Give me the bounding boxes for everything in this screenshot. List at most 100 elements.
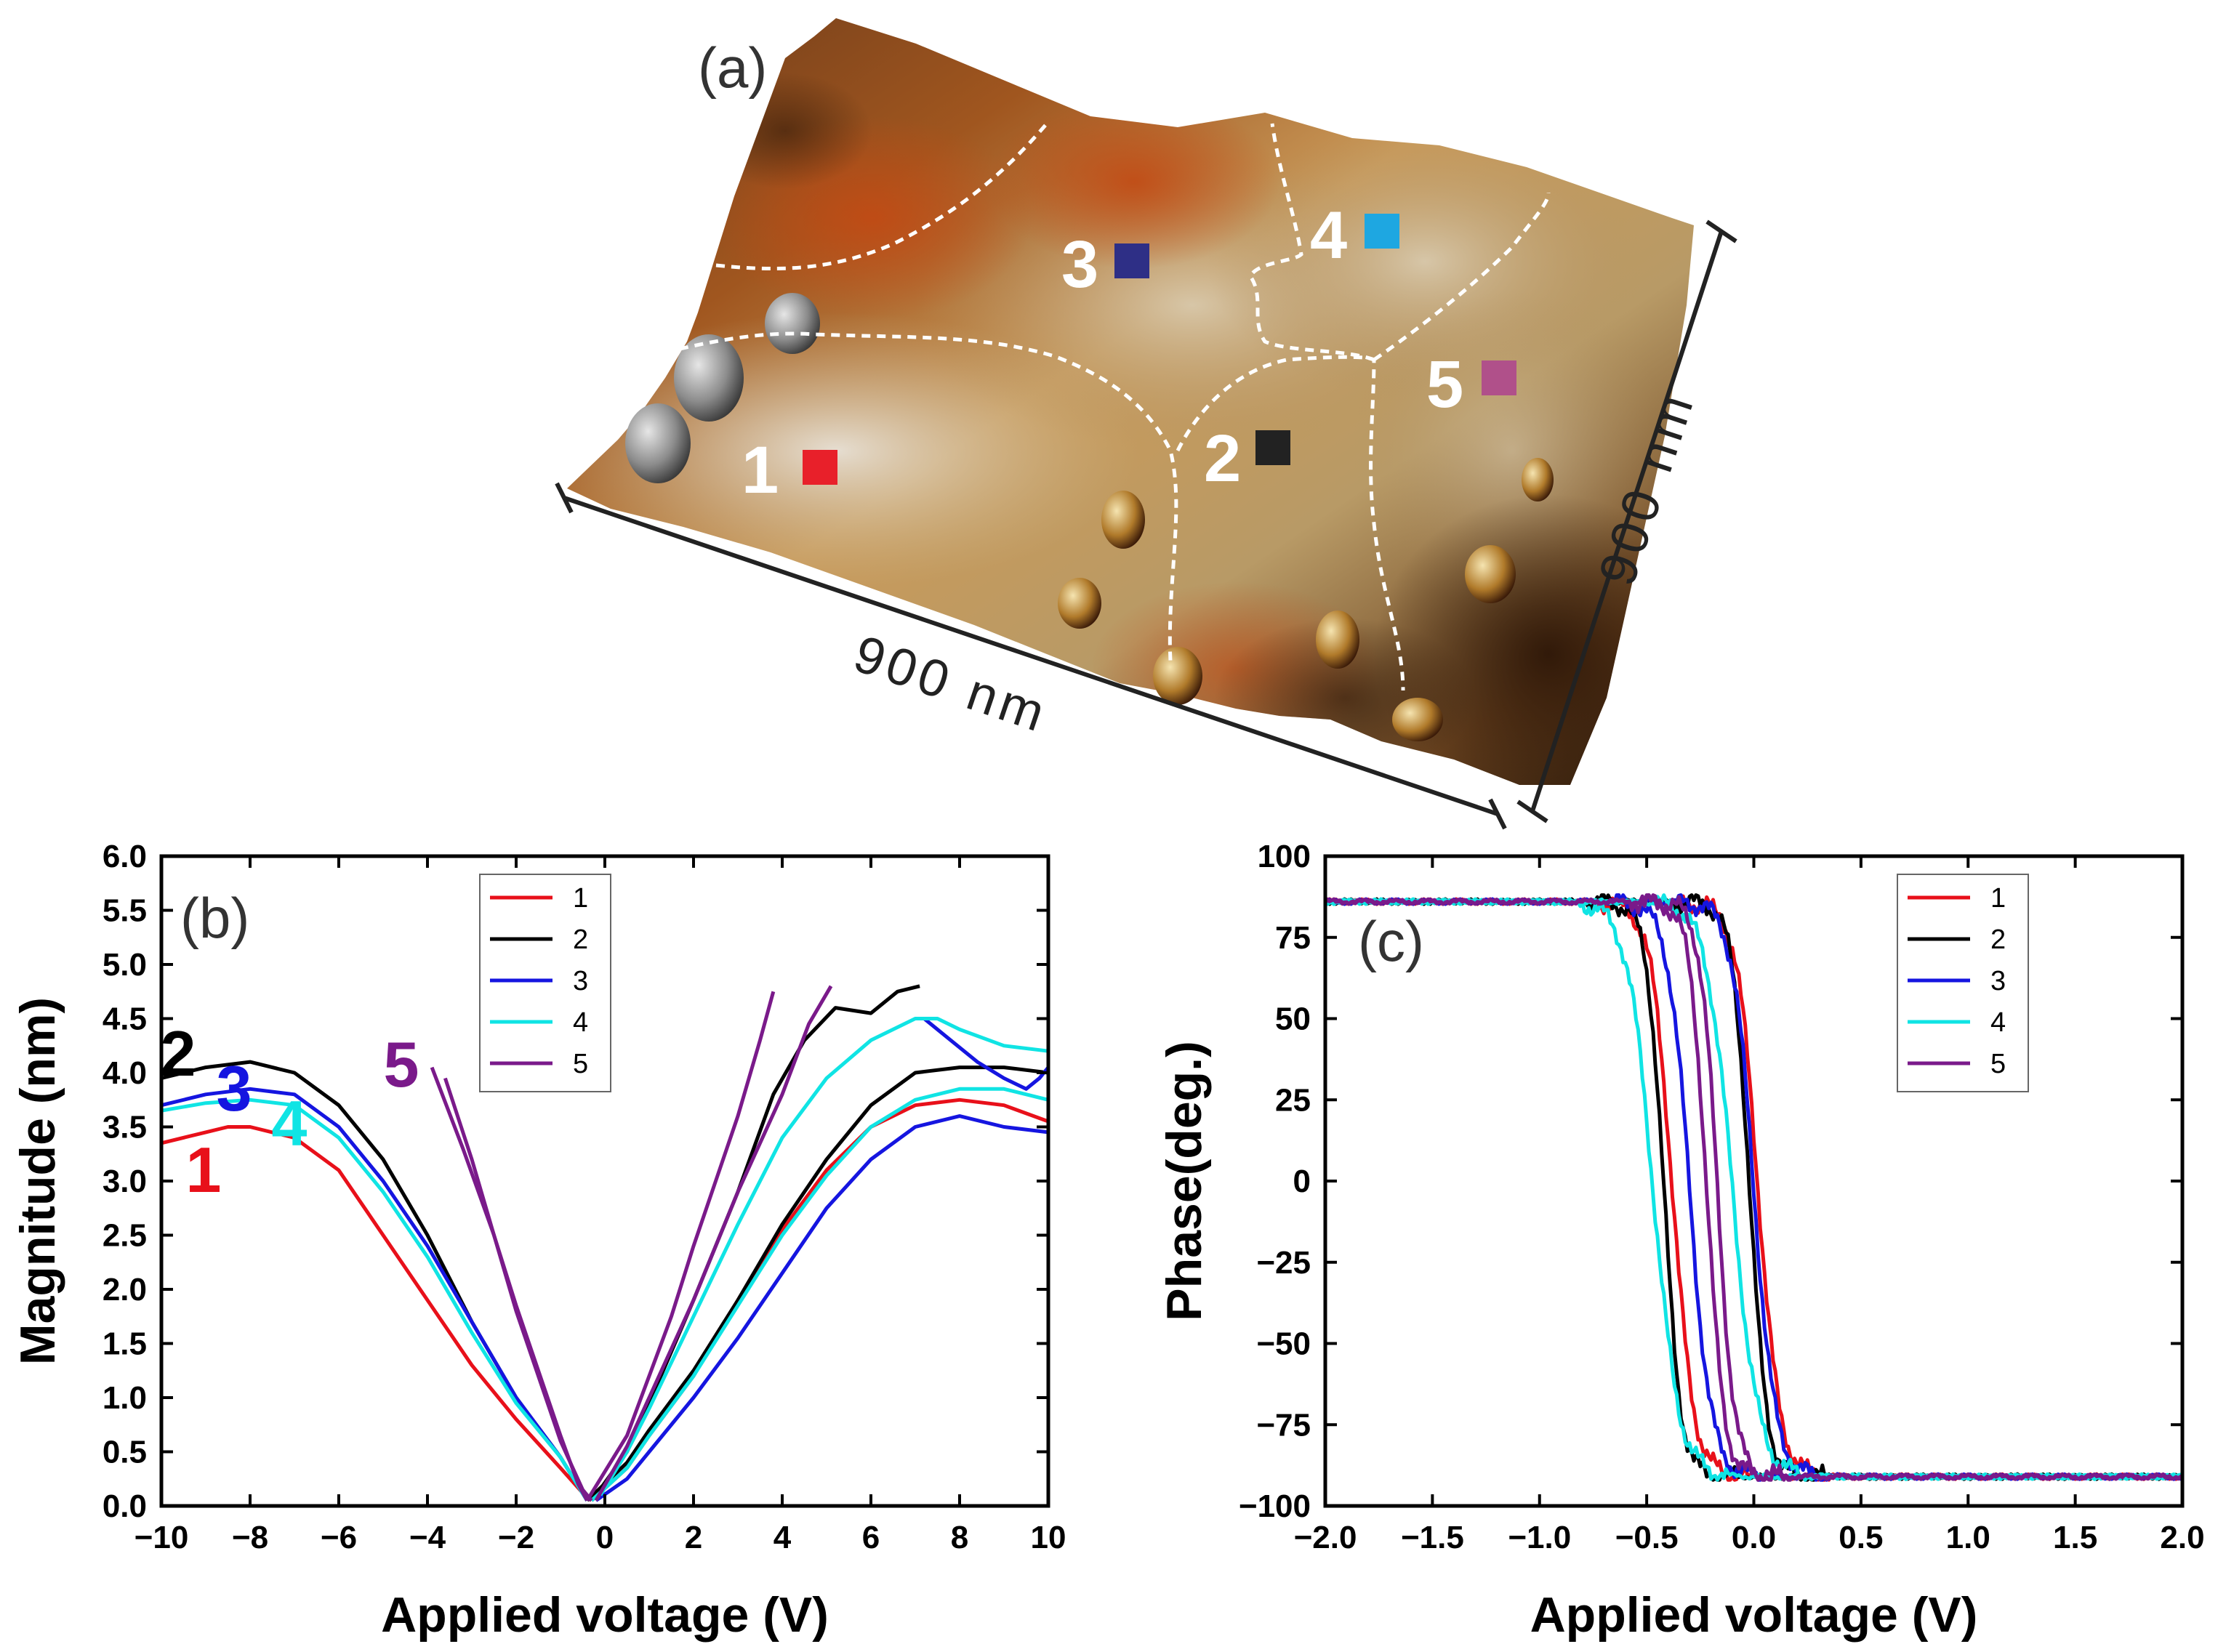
phase-axes: −2.0 −1.5 −1.0 −0.5 0.0 0.5 1.0 1.5 2.0100755025… bbox=[1239, 839, 2205, 1555]
region-square-3 bbox=[1114, 243, 1149, 278]
magnitude-curve-labels: 1 2 3 4 5 bbox=[161, 1018, 419, 1206]
region-label-4: 4 bbox=[1310, 198, 1347, 273]
phase-series-5-up bbox=[1324, 893, 2184, 1482]
y-tick-label: 6.0 bbox=[103, 839, 147, 874]
series-1-branch-0 bbox=[161, 1125, 593, 1502]
y-tick-label: 0.0 bbox=[103, 1488, 147, 1524]
afm-topography-panel: 1 2 3 4 5 900 nm 900 bbox=[555, 18, 1737, 830]
y-tick-label: 2.0 bbox=[103, 1272, 147, 1308]
y-tick-label: −100 bbox=[1239, 1488, 1311, 1524]
series-3-branch-1 bbox=[595, 1114, 1049, 1502]
x-tick-label: −4 bbox=[409, 1520, 446, 1555]
y-tick-label: 100 bbox=[1258, 839, 1311, 874]
region-label-1: 1 bbox=[742, 433, 779, 507]
series-5-branch-1 bbox=[430, 1066, 589, 1502]
y-tick-label: −25 bbox=[1256, 1245, 1311, 1281]
region-square-1 bbox=[803, 450, 837, 485]
x-tick-label: 0.5 bbox=[1839, 1520, 1883, 1555]
x-tick-label: 2.0 bbox=[2160, 1520, 2204, 1555]
x-tick-label: −2.0 bbox=[1294, 1520, 1357, 1555]
x-tick-label: 10 bbox=[1031, 1520, 1066, 1555]
series-4-branch-2 bbox=[598, 1017, 1049, 1496]
y-tick-label: 75 bbox=[1275, 920, 1311, 956]
magnitude-axes: −10 −8 −6 −4 −2 0 2 4 6 8 10 0.0 0.5 1.0 1.5 2.0 2.5 3.0 3… bbox=[103, 839, 1066, 1555]
surface-grains bbox=[625, 293, 1554, 741]
y-tick-label: 5.5 bbox=[103, 893, 147, 929]
x-tick-label: 2 bbox=[685, 1520, 702, 1555]
region-marker-5: 5 bbox=[1426, 347, 1516, 422]
y-tick-label: 2.5 bbox=[103, 1218, 147, 1254]
x-tick-label: 6 bbox=[862, 1520, 880, 1555]
y-tick-label: 5.0 bbox=[103, 947, 147, 983]
magnitude-curves bbox=[161, 984, 1050, 1502]
legend-entry-1: 1 bbox=[573, 883, 588, 914]
x-tick-label: −1.0 bbox=[1508, 1520, 1571, 1555]
series-3-branch-0 bbox=[161, 1087, 589, 1502]
region-label-5: 5 bbox=[1426, 347, 1463, 422]
x-tick-label: −2 bbox=[498, 1520, 534, 1555]
y-tick-label: 1.0 bbox=[103, 1380, 147, 1416]
panel-label-b: (b) bbox=[180, 886, 249, 950]
region-label-2: 2 bbox=[1204, 422, 1241, 496]
y-tick-label: 25 bbox=[1275, 1082, 1311, 1118]
panel-label-c: (c) bbox=[1358, 909, 1424, 973]
y-tick-label: 3.0 bbox=[103, 1164, 147, 1199]
x-tick-label: 0 bbox=[596, 1520, 614, 1555]
region-square-2 bbox=[1255, 430, 1290, 465]
curve-label-2: 2 bbox=[161, 1018, 196, 1089]
series-4-branch-1 bbox=[590, 1087, 1049, 1502]
magnitude-legend: 1 2 3 4 5 bbox=[479, 874, 611, 1092]
series-4-branch-0 bbox=[161, 1097, 589, 1502]
y-tick-label: −75 bbox=[1256, 1407, 1311, 1443]
region-marker-1: 1 bbox=[742, 433, 837, 507]
region-square-4 bbox=[1365, 214, 1399, 249]
y-tick-label: 0 bbox=[1293, 1164, 1311, 1199]
series-5-branch-3 bbox=[594, 985, 833, 1502]
region-marker-4: 4 bbox=[1310, 198, 1399, 273]
legend-entry-3: 3 bbox=[573, 966, 588, 996]
region-marker-3: 3 bbox=[1061, 227, 1149, 302]
x-tick-label: 8 bbox=[951, 1520, 968, 1555]
legend-box bbox=[479, 874, 611, 1092]
x-tick-label: −6 bbox=[321, 1520, 357, 1555]
region-label-3: 3 bbox=[1061, 227, 1098, 302]
scale-bar-x bbox=[555, 482, 1507, 830]
legend-entry-5: 5 bbox=[573, 1049, 588, 1079]
magnitude-y-axis-title: Magnitude (nm) bbox=[10, 997, 65, 1365]
legend-entry-4: 4 bbox=[573, 1007, 588, 1038]
legend-entry-2: 2 bbox=[573, 924, 588, 955]
phase-curves bbox=[1324, 893, 2184, 1482]
series-5-branch-2 bbox=[585, 991, 776, 1502]
legend-box bbox=[1897, 874, 2029, 1092]
region-square-5 bbox=[1482, 360, 1516, 395]
phase-y-axis-title: Phase(deg.) bbox=[1157, 1041, 1212, 1321]
legend-entry-2: 2 bbox=[1990, 924, 2006, 955]
y-tick-label: 50 bbox=[1275, 1002, 1311, 1037]
y-tick-label: 3.5 bbox=[103, 1110, 147, 1145]
scale-bar-y bbox=[1516, 219, 1737, 823]
legend-entry-3: 3 bbox=[1990, 966, 2006, 996]
grain-boundaries bbox=[679, 122, 1551, 691]
legend-entry-5: 5 bbox=[1990, 1049, 2006, 1079]
curve-label-4: 4 bbox=[272, 1087, 308, 1159]
x-tick-label: −1.5 bbox=[1401, 1520, 1464, 1555]
legend-entry-4: 4 bbox=[1990, 1007, 2006, 1038]
curve-label-3: 3 bbox=[217, 1052, 252, 1124]
y-tick-label: 4.5 bbox=[103, 1002, 147, 1037]
y-tick-label: 4.0 bbox=[103, 1055, 147, 1091]
y-tick-label: 0.5 bbox=[103, 1435, 147, 1470]
y-tick-label: 1.5 bbox=[103, 1326, 147, 1362]
magnitude-chart: −10 −8 −6 −4 −2 0 2 4 6 8 10 0.0 0.5 1.0 1.5 2.0 2.5 3.0 3… bbox=[10, 839, 1066, 1643]
x-tick-label: −0.5 bbox=[1615, 1520, 1679, 1555]
region-marker-2: 2 bbox=[1204, 422, 1290, 496]
series-5-branch-0 bbox=[443, 1077, 593, 1502]
x-tick-label: 1.0 bbox=[1946, 1520, 1990, 1555]
curve-label-5: 5 bbox=[384, 1028, 419, 1100]
x-tick-label: 4 bbox=[774, 1520, 792, 1555]
y-tick-label: −50 bbox=[1256, 1326, 1311, 1362]
phase-x-axis-title: Applied voltage (V) bbox=[1530, 1587, 1978, 1643]
legend-entry-1: 1 bbox=[1990, 883, 2006, 914]
x-tick-label: 0.0 bbox=[1732, 1520, 1776, 1555]
x-tick-label: −8 bbox=[232, 1520, 268, 1555]
